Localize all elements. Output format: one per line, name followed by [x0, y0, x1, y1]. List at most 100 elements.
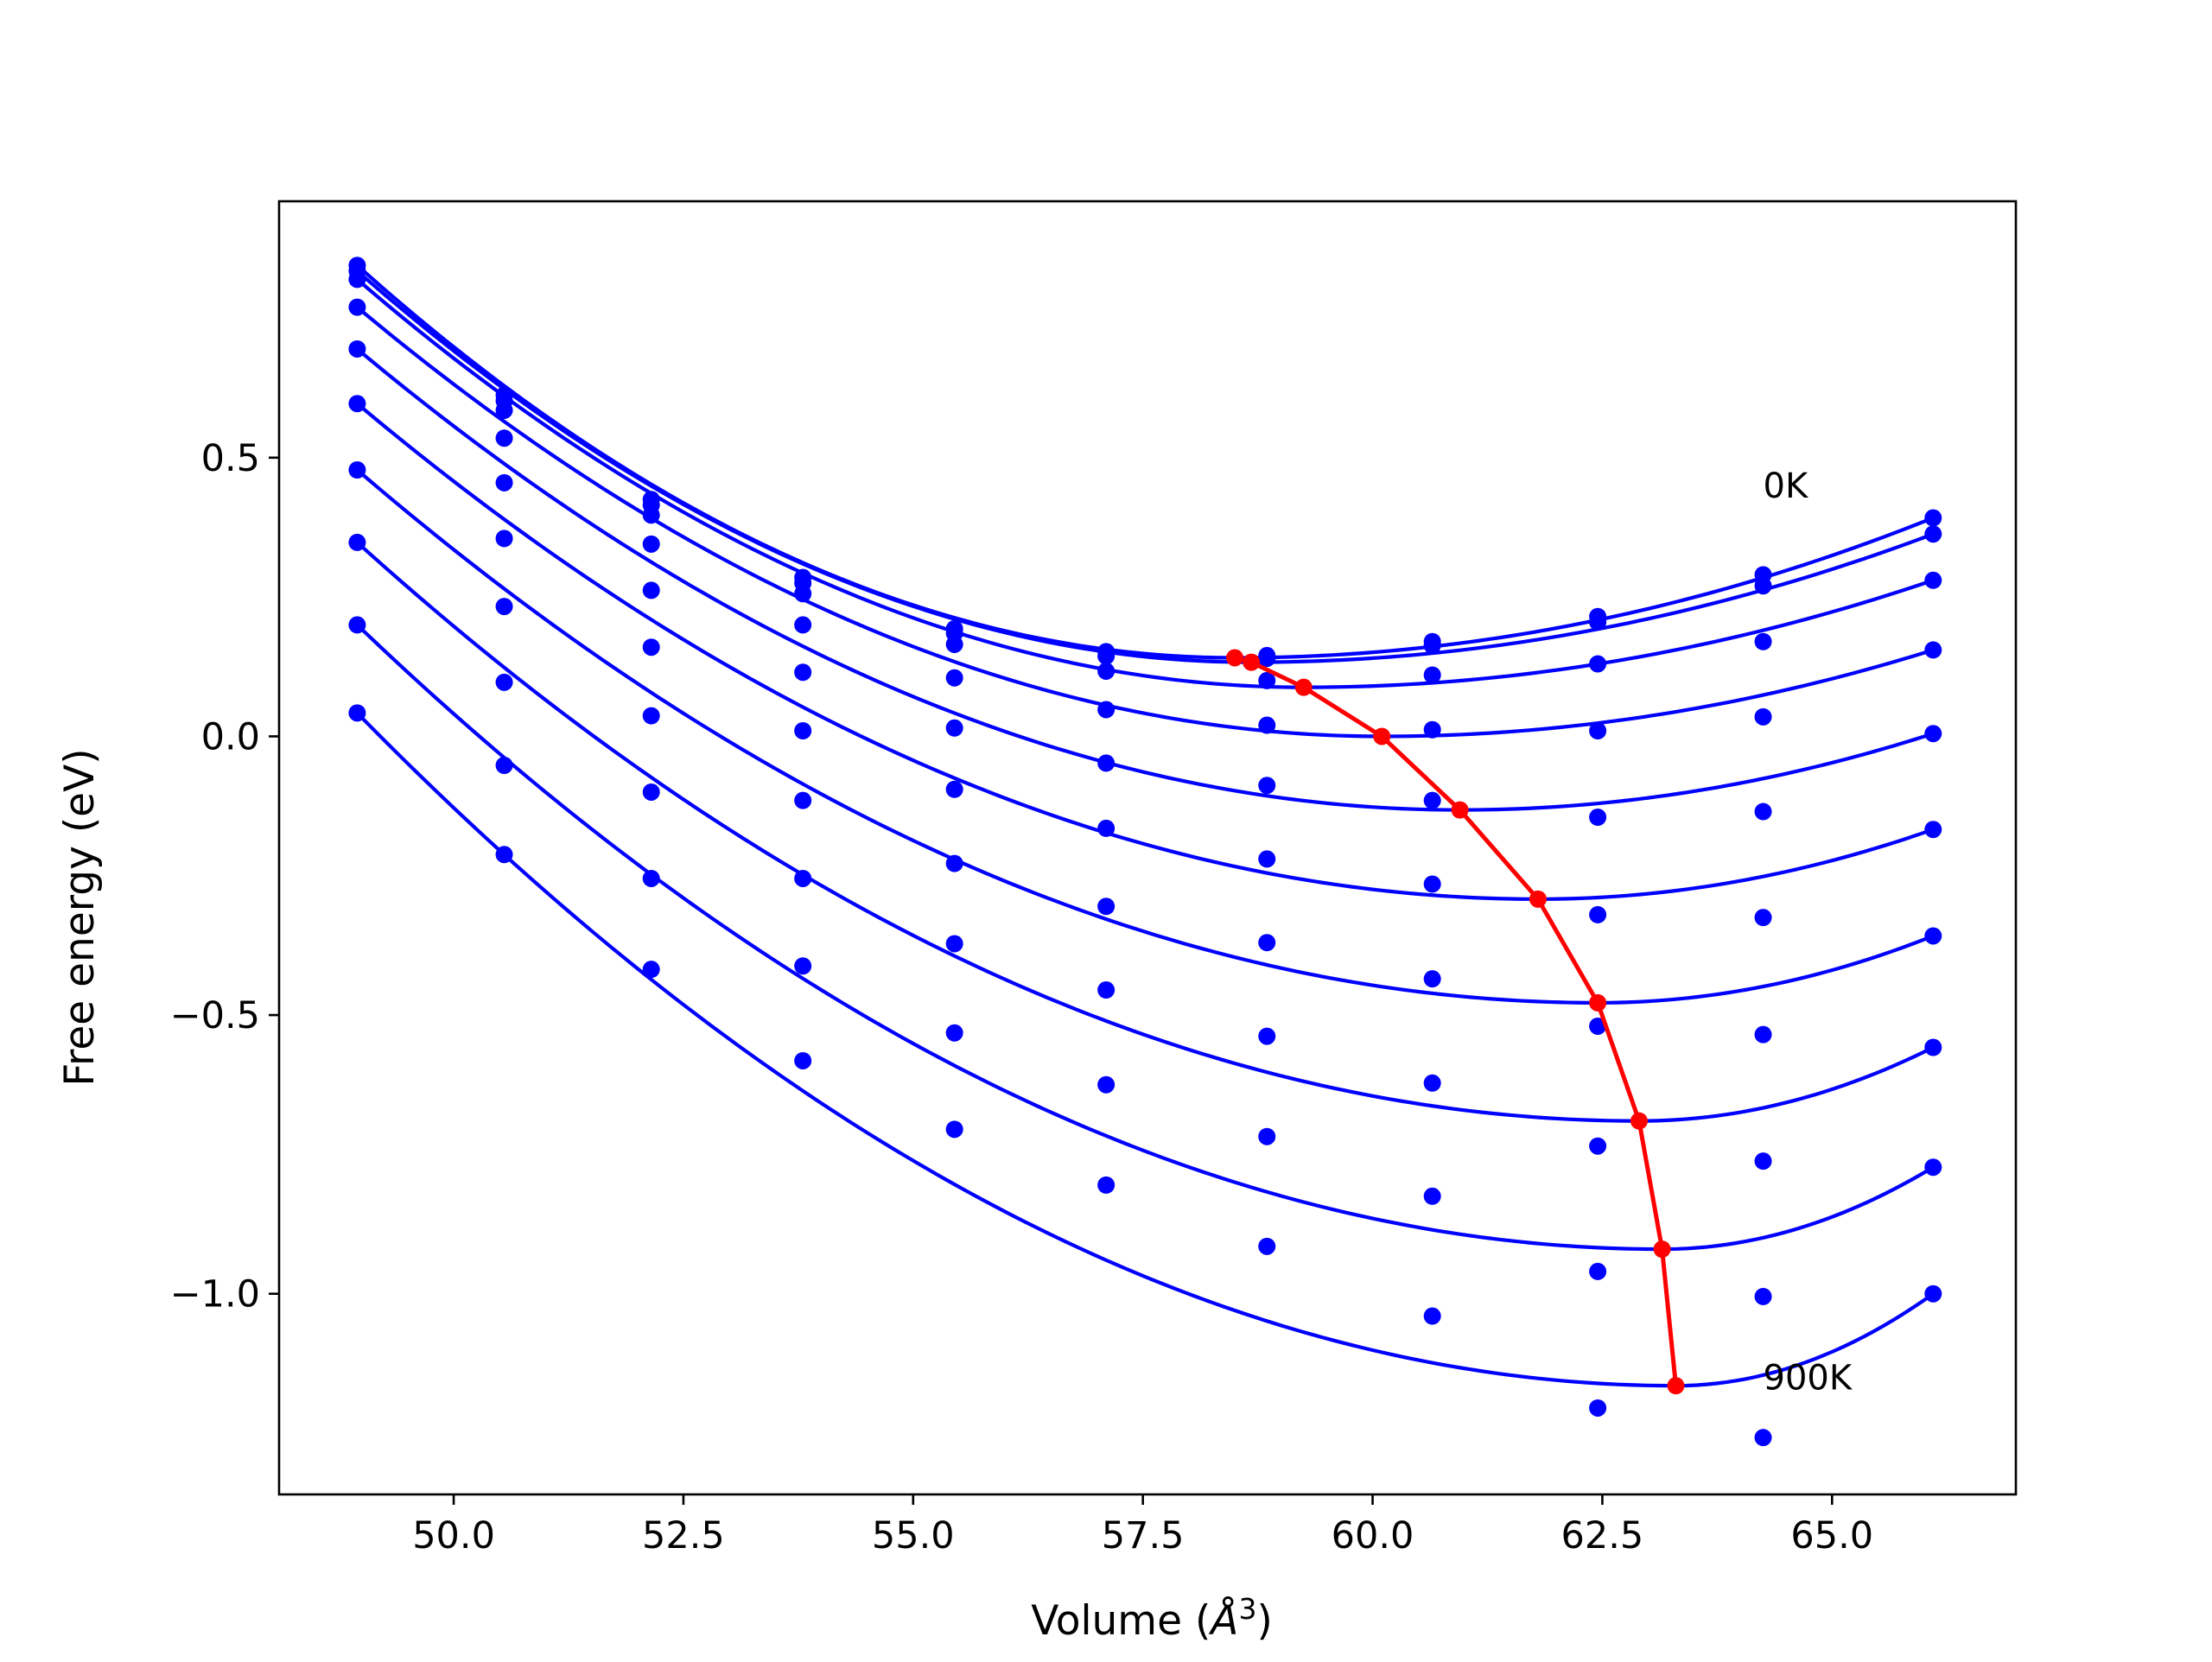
- equilibrium-point: [1529, 890, 1547, 908]
- y-axis-ticks: 0.5 0.0 −0.5 −1.0: [170, 437, 279, 1316]
- y-tick-label: 0.0: [201, 715, 260, 758]
- data-point: [348, 533, 366, 551]
- data-point: [1423, 791, 1441, 809]
- equilibrium-point: [1653, 1240, 1671, 1259]
- data-point: [348, 395, 366, 413]
- data-point: [1754, 909, 1772, 927]
- equilibrium-path: [1234, 656, 1678, 1386]
- data-point: [642, 506, 660, 524]
- data-point: [495, 673, 513, 691]
- data-point: [794, 585, 812, 603]
- data-point: [794, 1051, 812, 1069]
- data-point: [1423, 970, 1441, 988]
- data-point: [945, 1024, 963, 1042]
- x-tick-label: 52.5: [642, 1514, 725, 1557]
- data-point: [1258, 650, 1276, 668]
- data-point: [642, 581, 660, 599]
- data-point: [1258, 934, 1276, 952]
- x-axis-label-unit: Å: [1208, 1597, 1238, 1645]
- data-point: [642, 869, 660, 887]
- x-tick-label: 55.0: [872, 1514, 955, 1557]
- data-point: [945, 1120, 963, 1139]
- data-point: [1423, 1187, 1441, 1205]
- data-point: [1924, 509, 1942, 527]
- fitted-curves: [355, 263, 1935, 1388]
- data-point: [1097, 647, 1116, 665]
- data-point: [794, 791, 812, 809]
- data-point: [1589, 1399, 1607, 1417]
- equilibrium-point: [1630, 1112, 1648, 1130]
- x-axis-ticks: 50.0 52.5 55.0 57.5 60.0 62.5 65.0: [412, 1494, 1873, 1557]
- data-point: [348, 704, 366, 722]
- fit-curve-3: [356, 305, 1934, 739]
- data-point: [1423, 875, 1441, 893]
- data-point: [495, 473, 513, 492]
- y-tick-label: −1.0: [170, 1273, 260, 1316]
- data-point: [1589, 1262, 1607, 1280]
- data-point: [1589, 905, 1607, 923]
- fit-curve-2: [356, 277, 1934, 689]
- equilibrium-point: [1373, 727, 1391, 745]
- data-point: [1423, 637, 1441, 655]
- data-point: [348, 270, 366, 289]
- data-point: [1754, 632, 1772, 650]
- x-axis-label: Volume (Å3): [1031, 1592, 1273, 1645]
- fit-curve-0: [356, 263, 1935, 660]
- y-axis-label: Free energy (eV): [56, 748, 104, 1086]
- data-point: [642, 535, 660, 553]
- data-point: [495, 757, 513, 774]
- data-point: [642, 783, 660, 801]
- x-axis-label-exponent: 3: [1238, 1592, 1256, 1626]
- data-point: [1258, 1127, 1276, 1145]
- data-point: [945, 635, 963, 653]
- data-point: [1754, 1287, 1772, 1305]
- data-point: [1258, 716, 1276, 734]
- annotation-900k: 900K: [1764, 1358, 1853, 1398]
- x-tick-label: 62.5: [1561, 1514, 1644, 1557]
- fit-curve-4: [356, 347, 1934, 812]
- data-point: [1097, 1075, 1116, 1094]
- fit-curve-8: [355, 623, 1935, 1252]
- data-point: [1924, 525, 1942, 543]
- data-point: [1258, 777, 1276, 795]
- data-point: [1097, 819, 1116, 837]
- data-point: [1589, 613, 1607, 631]
- x-tick-label: 57.5: [1102, 1514, 1185, 1557]
- data-point: [1423, 720, 1441, 739]
- data-point: [794, 722, 812, 739]
- data-point: [1754, 1025, 1772, 1044]
- x-axis-label-close: ): [1256, 1597, 1272, 1645]
- data-point: [945, 780, 963, 798]
- equilibrium-point: [1294, 678, 1313, 696]
- x-tick-label: 65.0: [1790, 1514, 1873, 1557]
- annotation-0k: 0K: [1764, 466, 1809, 506]
- equilibrium-point: [1589, 993, 1607, 1012]
- y-tick-label: −0.5: [170, 994, 260, 1037]
- data-point: [1924, 1038, 1942, 1056]
- data-point: [1924, 1285, 1942, 1303]
- data-point: [1589, 655, 1607, 673]
- equilibrium-point: [1226, 649, 1244, 667]
- data-point: [1924, 821, 1942, 839]
- x-tick-label: 60.0: [1332, 1514, 1414, 1557]
- data-point: [945, 719, 963, 737]
- data-point: [1754, 802, 1772, 821]
- data-point: [1589, 722, 1607, 739]
- data-point: [495, 598, 513, 616]
- data-point: [1097, 1176, 1116, 1194]
- data-point: [1097, 662, 1116, 680]
- data-points: [348, 257, 1942, 1447]
- data-point: [1258, 850, 1276, 868]
- data-point: [1258, 1027, 1276, 1045]
- data-point: [348, 339, 366, 358]
- plot-frame: [277, 200, 2018, 1496]
- fit-curve-7: [355, 541, 1935, 1123]
- data-point: [794, 616, 812, 634]
- data-point: [945, 935, 963, 953]
- data-point: [1589, 809, 1607, 827]
- data-point: [1924, 725, 1942, 743]
- data-point: [1924, 641, 1942, 659]
- data-point: [1924, 927, 1942, 945]
